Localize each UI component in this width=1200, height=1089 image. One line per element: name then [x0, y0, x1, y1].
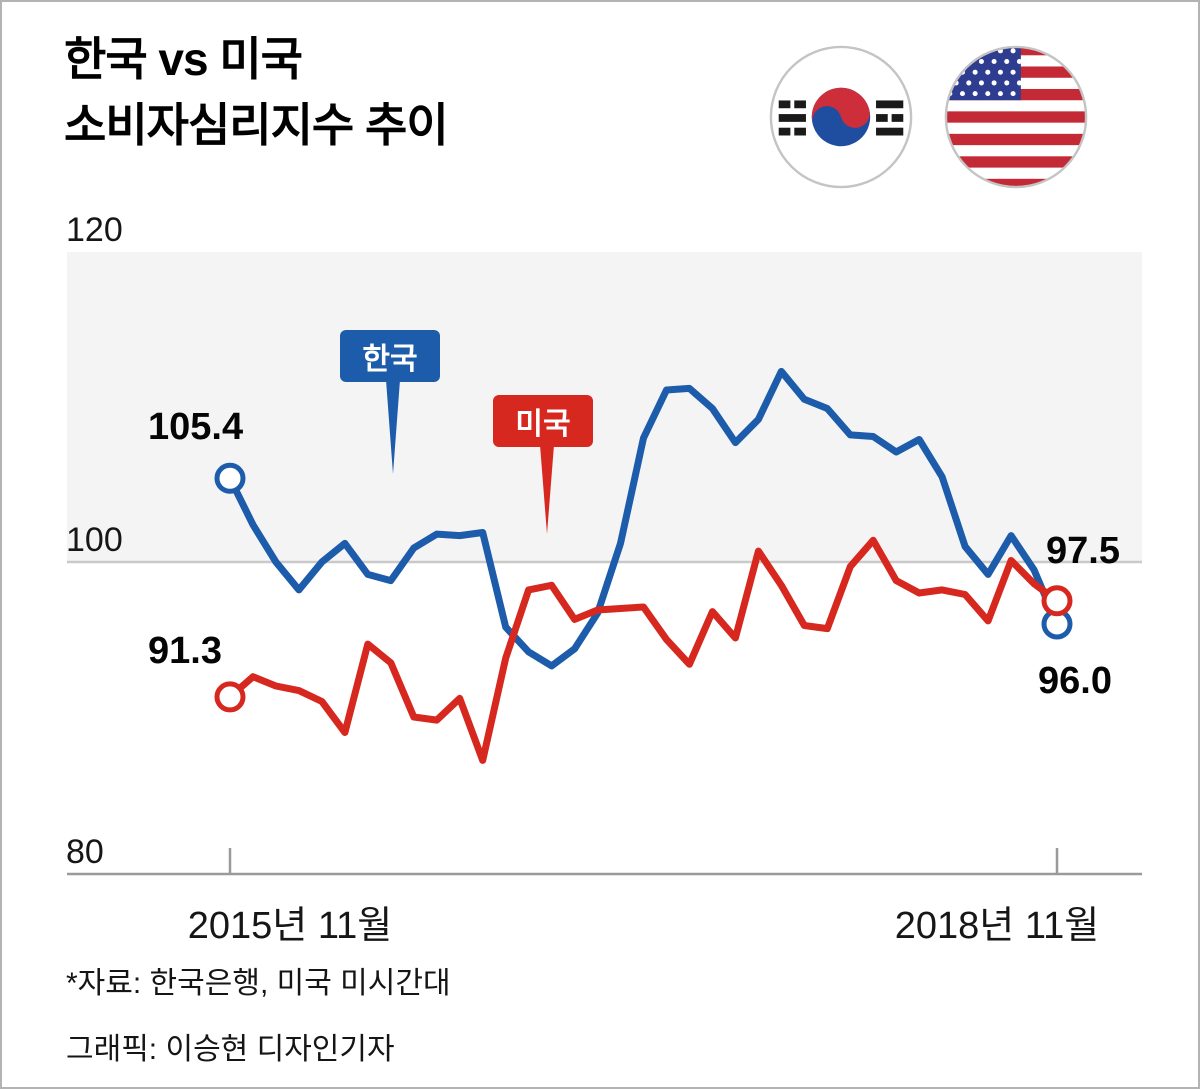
us-start-value: 91.3: [148, 630, 222, 672]
us-flag-star: [985, 69, 991, 75]
endpoint-start-marker-korea: [214, 462, 246, 494]
us-flag-star: [985, 91, 991, 97]
title-line-2: 소비자심리지수 추이: [64, 99, 449, 151]
korea-flag-icon: [769, 45, 913, 189]
korea-start-value: 105.4: [148, 406, 244, 448]
us-flag-star: [1010, 69, 1016, 75]
us-flag-star: [997, 91, 1003, 97]
us-flag-star: [991, 80, 997, 86]
page-title: 한국 vs 미국 소비자심리지수 추이: [64, 26, 449, 158]
y-tick-80: 80: [66, 833, 104, 871]
us-flag-star: [1010, 48, 1016, 54]
source-note: *자료: 한국은행, 미국 미시간대: [66, 967, 451, 1000]
us-flag-star: [1004, 80, 1010, 86]
endpoint-end-marker-us: [1041, 585, 1073, 617]
us-flag-star: [947, 69, 953, 75]
us-flag-star: [1016, 58, 1022, 65]
us-flag-star: [978, 80, 984, 86]
endpoint-start-marker-us: [214, 681, 246, 713]
credit-note: 그래픽: 이승현 디자인기자: [66, 1033, 395, 1066]
korea-series-label: 한국: [340, 330, 440, 382]
us-flag-star: [1004, 58, 1010, 65]
korea-end-value: 96.0: [1038, 660, 1112, 702]
us-flag-circle: [944, 45, 1088, 189]
us-flag-star: [978, 58, 984, 65]
us-flag-star: [972, 69, 978, 75]
us-flag-star: [1016, 80, 1022, 86]
taegeuk-symbol: [811, 87, 871, 147]
us-flag-star: [991, 58, 997, 65]
us-flag-star: [953, 58, 959, 65]
korea-callout-tail: [386, 380, 400, 474]
us-flag-star: [966, 80, 972, 86]
trigram-right: [876, 100, 904, 136]
us-flag-star: [997, 69, 1003, 75]
us-flag-canton: [945, 46, 1021, 101]
us-series-label: 미국: [493, 395, 593, 447]
us-end-value: 97.5: [1046, 530, 1120, 572]
title-line-1: 한국 vs 미국: [64, 33, 303, 85]
us-flag-star: [1010, 91, 1016, 97]
us-flag-star: [947, 48, 953, 54]
us-flag-star: [972, 91, 978, 97]
us-callout-tail: [540, 445, 554, 534]
y-tick-120: 120: [66, 211, 123, 249]
x-label-end: 2018년 11월: [894, 905, 1100, 947]
us-flag-star: [972, 48, 978, 54]
series-line-korea: [226, 367, 1061, 670]
trigram-left: [778, 100, 806, 136]
y-tick-100: 100: [66, 521, 123, 559]
x-label-start: 2015년 11월: [187, 905, 393, 947]
us-flag-star: [959, 48, 965, 54]
us-flag-stripes: [945, 46, 1087, 188]
series-line-us: [226, 536, 1061, 764]
us-flag-star: [959, 91, 965, 97]
us-flag-icon: [944, 45, 1088, 189]
